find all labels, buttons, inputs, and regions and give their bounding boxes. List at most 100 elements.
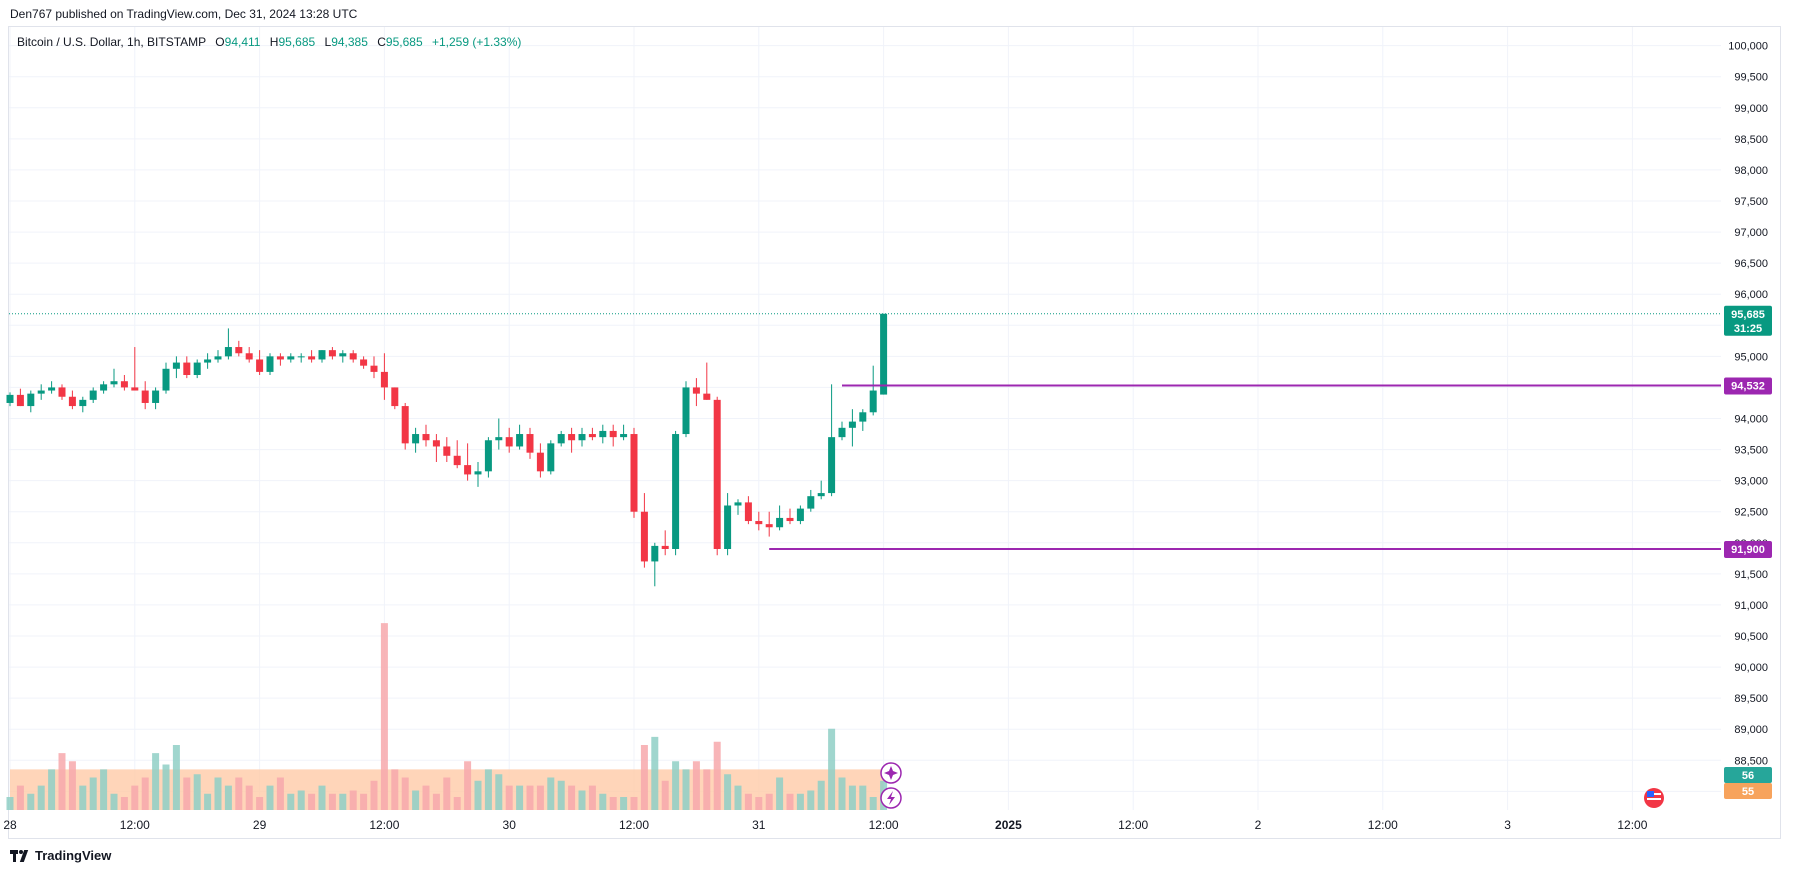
candle-body: [838, 427, 846, 438]
volume-bar: [308, 793, 316, 810]
candle-body: [308, 356, 316, 360]
candle-body: [724, 505, 732, 549]
candle-body: [848, 421, 856, 428]
volume-bar: [214, 777, 222, 810]
candle-body: [713, 399, 721, 549]
candle-body: [786, 517, 794, 522]
candle-body: [58, 387, 66, 397]
candle-body: [453, 455, 461, 466]
volume-bar: [744, 793, 752, 810]
volume-bar: [536, 785, 544, 810]
volume-bar: [807, 790, 815, 810]
volume-bar: [339, 793, 347, 810]
candle-body: [120, 381, 128, 388]
volume-bar: [703, 769, 711, 810]
volume-bar: [661, 780, 669, 810]
volume-bar: [692, 761, 700, 810]
event-icons: [880, 762, 1664, 809]
candle-body: [256, 359, 264, 372]
candle-body: [224, 347, 232, 357]
price-axis: 100,000 99,500 99,000 98,500 98,000 97,500 97,…: [1728, 41, 1768, 799]
price-tick-label: 96,000: [1734, 289, 1768, 301]
candle-body: [172, 362, 180, 369]
price-tick-label: 93,500: [1734, 445, 1768, 457]
volume-bar: [297, 790, 305, 810]
flag-canton-icon: [1647, 791, 1654, 797]
volume-bar: [869, 797, 877, 810]
candle-body: [744, 502, 752, 522]
close-label: C: [377, 35, 386, 49]
footer-brand[interactable]: TradingView: [10, 848, 111, 863]
volume-bar: [609, 797, 617, 810]
time-tick-label: 12:00: [869, 818, 899, 832]
candle-body: [880, 313, 888, 395]
price-tick-label: 91,000: [1734, 600, 1768, 612]
volume-bars: [6, 623, 888, 810]
candle-body: [703, 393, 711, 400]
candle-body: [276, 356, 284, 360]
candle-body: [869, 390, 877, 413]
volume-bar: [349, 790, 357, 810]
candle-body: [547, 443, 555, 472]
tradingview-logo-icon: [10, 849, 30, 862]
last-price-badge: [1724, 305, 1772, 336]
price-tick-label: 98,000: [1734, 165, 1768, 177]
volume-bar: [172, 745, 180, 810]
volume-bar: [838, 777, 846, 810]
candle-body: [27, 393, 35, 407]
price-tick-label: 98,500: [1734, 134, 1768, 146]
volume-bar: [432, 793, 440, 810]
volume-bar: [380, 623, 388, 810]
low-label: L: [324, 35, 332, 49]
candle-body: [141, 390, 149, 403]
flag-stripe-icon: [1647, 798, 1661, 800]
chart-frame: [8, 26, 1781, 839]
candle-body: [828, 437, 836, 494]
close-value: 95,685: [385, 35, 423, 49]
candle-body: [183, 362, 191, 375]
level-badge: [1724, 377, 1772, 395]
volume-bar: [796, 793, 804, 810]
time-tick-label: 12:00: [369, 818, 399, 832]
volume-bar: [620, 797, 628, 810]
horizontal-levels: [9, 313, 1721, 550]
volume-badge: [1724, 783, 1772, 799]
candle-body: [817, 493, 825, 497]
volume-bar: [516, 785, 524, 810]
volume-bar: [27, 793, 35, 810]
candle-body: [349, 353, 357, 360]
candle-body: [110, 381, 118, 385]
candle-body: [266, 356, 274, 372]
volume-bar: [266, 785, 274, 810]
volume-bar: [6, 797, 14, 810]
time-tick-label: 12:00: [1617, 818, 1647, 832]
volume-bar: [37, 785, 45, 810]
price-tick-label: 94,000: [1734, 414, 1768, 426]
volume-bar: [100, 769, 108, 810]
volume-bar: [276, 777, 284, 810]
volume-bar: [588, 785, 596, 810]
last-price-badge-text: 31:25: [1734, 323, 1762, 335]
volume-bar: [328, 793, 336, 810]
level-badge-text: 94,532: [1731, 380, 1765, 392]
volume-bar: [120, 797, 128, 810]
candle-body: [422, 434, 430, 441]
volume-bar: [370, 780, 378, 810]
time-tick-label: 29: [253, 818, 267, 832]
volume-bar: [828, 728, 836, 810]
candle-body: [859, 412, 867, 422]
candle-body: [287, 356, 295, 360]
high-label: H: [269, 35, 279, 49]
time-tick-label: 28: [3, 818, 17, 832]
time-tick-label: 31: [752, 818, 766, 832]
symbol-name[interactable]: Bitcoin / U.S. Dollar, 1h, BITSTAMP: [17, 35, 206, 49]
volume-bar: [183, 777, 191, 810]
price-tick-label: 93,000: [1734, 476, 1768, 488]
candle-body: [370, 365, 378, 372]
candle-body: [536, 452, 544, 472]
candle-body: [682, 387, 690, 435]
low-value: 94,385: [331, 35, 368, 49]
volume-bar: [245, 785, 253, 810]
candle-body: [360, 359, 368, 366]
